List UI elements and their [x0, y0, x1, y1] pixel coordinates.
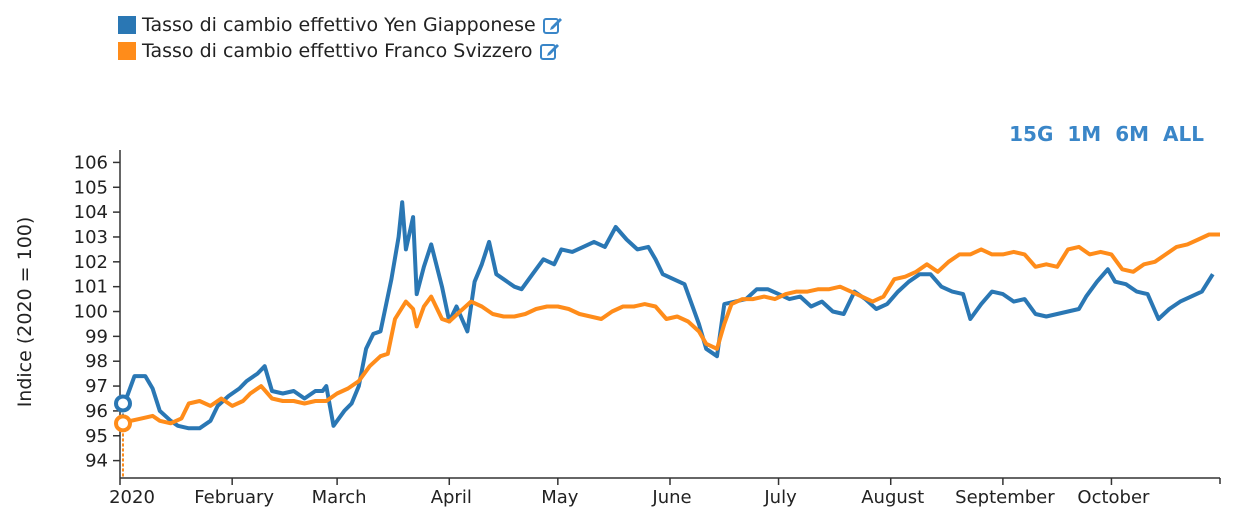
y-tick-label: 104 — [74, 202, 108, 223]
y-tick-label: 106 — [74, 152, 108, 173]
y-tick-label: 100 — [74, 302, 108, 323]
y-tick-label: 99 — [85, 326, 108, 347]
edit-icon[interactable] — [542, 14, 564, 36]
legend-label-franc: Tasso di cambio effettivo Franco Svizzer… — [142, 40, 533, 62]
x-tick-label: April — [431, 487, 472, 508]
y-tick-label: 95 — [85, 426, 108, 447]
range-button-15g[interactable]: 15G — [1009, 122, 1054, 146]
y-tick-label: 96 — [85, 401, 108, 422]
x-tick-label: March — [312, 487, 367, 508]
x-tick-label: October — [1077, 487, 1150, 508]
series-line-0 — [118, 200, 1215, 431]
x-tick-label: September — [955, 487, 1055, 508]
legend: Tasso di cambio effettivo Yen Giapponese… — [118, 12, 564, 64]
legend-item-yen[interactable]: Tasso di cambio effettivo Yen Giapponese — [118, 12, 564, 38]
legend-label-yen: Tasso di cambio effettivo Yen Giapponese — [142, 14, 536, 36]
range-selector: 15G 1M 6M ALL — [1009, 122, 1204, 146]
x-tick-label: 2020 — [109, 487, 155, 508]
legend-swatch-franc — [118, 42, 136, 60]
y-tick-label: 102 — [74, 252, 108, 273]
range-button-all[interactable]: ALL — [1163, 122, 1204, 146]
legend-item-franc[interactable]: Tasso di cambio effettivo Franco Svizzer… — [118, 38, 564, 64]
x-tick-label: May — [541, 487, 579, 508]
y-tick-label: 103 — [74, 227, 108, 248]
edit-icon[interactable] — [539, 40, 561, 62]
range-button-6m[interactable]: 6M — [1115, 122, 1150, 146]
y-tick-label: 101 — [74, 277, 108, 298]
y-tick-label: 105 — [74, 177, 108, 198]
x-tick-label: August — [861, 487, 924, 508]
start-marker — [114, 414, 132, 433]
y-tick-label: 98 — [85, 351, 108, 372]
series-line-1 — [119, 232, 1220, 426]
y-tick-label: 94 — [85, 451, 108, 472]
x-tick-label: February — [194, 487, 274, 508]
range-button-1m[interactable]: 1M — [1067, 122, 1102, 146]
y-tick-label: 97 — [85, 376, 108, 397]
start-marker — [114, 394, 132, 413]
x-tick-label: July — [763, 487, 797, 508]
x-tick-label: June — [651, 487, 691, 508]
legend-swatch-yen — [118, 16, 136, 34]
